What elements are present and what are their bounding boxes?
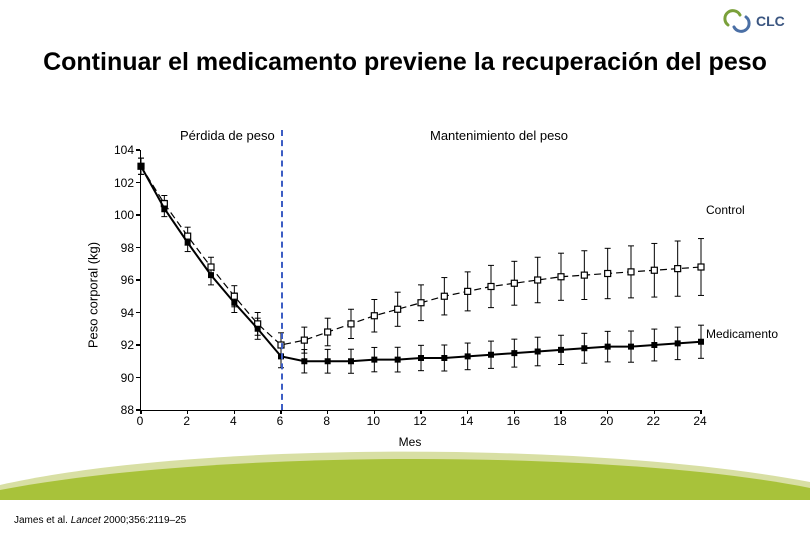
y-tick-mark (136, 312, 140, 314)
y-tick-label: 88 (100, 403, 134, 417)
chart-wrap: Peso corporal (kg) Mes 88909294969810010… (90, 150, 730, 440)
x-tick-label: 24 (693, 414, 706, 428)
y-tick-mark (136, 344, 140, 346)
x-axis-label: Mes (399, 435, 422, 449)
x-tick-label: 18 (553, 414, 566, 428)
y-tick-label: 96 (100, 273, 134, 287)
y-tick-label: 90 (100, 371, 134, 385)
x-tick-label: 0 (137, 414, 144, 428)
x-tick-label: 12 (413, 414, 426, 428)
series-label-control: Control (706, 203, 745, 217)
x-tick-label: 8 (323, 414, 330, 428)
phase-divider (281, 130, 283, 410)
phase-label-loss: Pérdida de peso (180, 128, 275, 143)
chart-svg (141, 150, 701, 410)
y-tick-mark (136, 279, 140, 281)
x-tick-label: 14 (460, 414, 473, 428)
citation: James et al. Lancet 2000;356:2119–25 (14, 515, 186, 526)
y-tick-mark (136, 182, 140, 184)
series-line-medicamento (141, 166, 701, 361)
x-tick-label: 6 (277, 414, 284, 428)
y-tick-label: 104 (100, 143, 134, 157)
series-label-medicamento: Medicamento (706, 327, 778, 341)
x-tick-label: 10 (367, 414, 380, 428)
y-tick-mark (136, 149, 140, 151)
clc-logo: CLC (722, 6, 792, 41)
y-tick-mark (136, 214, 140, 216)
phase-label-maintain: Mantenimiento del peso (430, 128, 568, 143)
y-tick-label: 94 (100, 306, 134, 320)
y-tick-mark (136, 247, 140, 249)
y-tick-label: 102 (100, 176, 134, 190)
logo-text: CLC (756, 13, 785, 29)
y-tick-label: 100 (100, 208, 134, 222)
slide-title: Continuar el medicamento previene la rec… (0, 48, 810, 77)
y-tick-label: 98 (100, 241, 134, 255)
x-tick-label: 22 (647, 414, 660, 428)
citation-ref: 2000;356:2119–25 (101, 515, 186, 526)
x-tick-label: 16 (507, 414, 520, 428)
x-tick-label: 20 (600, 414, 613, 428)
plot-area (140, 150, 701, 411)
x-tick-label: 4 (230, 414, 237, 428)
y-tick-mark (136, 377, 140, 379)
y-tick-label: 92 (100, 338, 134, 352)
x-tick-label: 2 (183, 414, 190, 428)
y-tick-mark (136, 409, 140, 411)
y-axis-label: Peso corporal (kg) (86, 242, 101, 348)
citation-author: James et al. (14, 515, 71, 526)
citation-journal: Lancet (71, 515, 101, 526)
